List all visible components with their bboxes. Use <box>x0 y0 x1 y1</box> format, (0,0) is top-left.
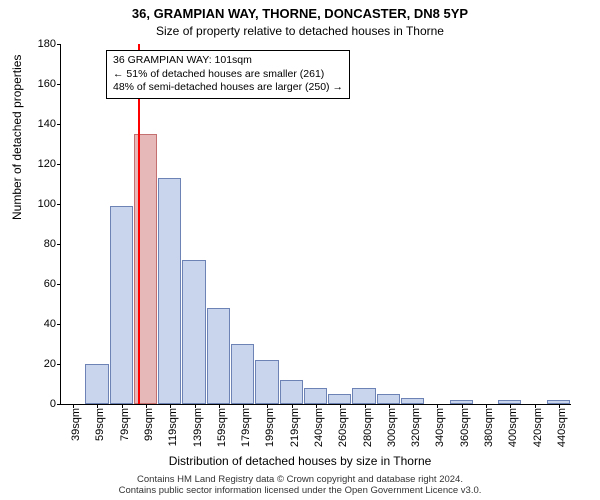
bar <box>352 388 375 404</box>
xtick-label: 99sqm <box>143 408 155 448</box>
xtick-label: 219sqm <box>289 408 301 448</box>
xtick-label: 380sqm <box>483 408 495 448</box>
bar <box>304 388 327 404</box>
xtick-label: 179sqm <box>240 408 252 448</box>
chart-title-main: 36, GRAMPIAN WAY, THORNE, DONCASTER, DN8… <box>0 6 600 21</box>
xtick-label: 240sqm <box>313 408 325 448</box>
ytick-label: 80 <box>44 238 56 250</box>
ytick-mark <box>57 284 61 285</box>
footer-attribution: Contains HM Land Registry data © Crown c… <box>0 474 600 497</box>
ytick-mark <box>57 204 61 205</box>
ytick-mark <box>57 84 61 85</box>
xtick-label: 340sqm <box>434 408 446 448</box>
xtick-label: 139sqm <box>192 408 204 448</box>
footer-line-1: Contains HM Land Registry data © Crown c… <box>0 474 600 485</box>
xtick-label: 440sqm <box>556 408 568 448</box>
annotation-line-3: 48% of semi-detached houses are larger (… <box>113 81 343 95</box>
ytick-label: 60 <box>44 278 56 290</box>
bar <box>207 308 230 404</box>
bar <box>450 400 473 404</box>
ytick-mark <box>57 164 61 165</box>
bar <box>401 398 424 404</box>
xtick-label: 79sqm <box>119 408 131 448</box>
ytick-label: 140 <box>38 118 56 130</box>
bar <box>547 400 570 404</box>
ytick-mark <box>57 324 61 325</box>
bar <box>85 364 108 404</box>
bar <box>498 400 521 404</box>
annotation-line-2: ← 51% of detached houses are smaller (26… <box>113 68 343 82</box>
xtick-label: 260sqm <box>337 408 349 448</box>
ytick-label: 180 <box>38 38 56 50</box>
ytick-mark <box>57 404 61 405</box>
ytick-label: 160 <box>38 78 56 90</box>
ytick-label: 120 <box>38 158 56 170</box>
ytick-mark <box>57 44 61 45</box>
annotation-box: 36 GRAMPIAN WAY: 101sqm ← 51% of detache… <box>106 50 350 99</box>
annotation-line-1: 36 GRAMPIAN WAY: 101sqm <box>113 54 343 68</box>
footer-line-2: Contains public sector information licen… <box>0 485 600 496</box>
xtick-label: 59sqm <box>94 408 106 448</box>
ytick-label: 40 <box>44 318 56 330</box>
ytick-label: 100 <box>38 198 56 210</box>
bar <box>182 260 205 404</box>
ytick-mark <box>57 364 61 365</box>
bar <box>280 380 303 404</box>
xtick-label: 159sqm <box>216 408 228 448</box>
ytick-label: 0 <box>50 398 56 410</box>
xtick-label: 300sqm <box>386 408 398 448</box>
bar <box>110 206 133 404</box>
xtick-label: 280sqm <box>362 408 374 448</box>
bar <box>231 344 254 404</box>
y-axis-label: Number of detached properties <box>10 55 24 220</box>
xtick-label: 320sqm <box>410 408 422 448</box>
xtick-label: 400sqm <box>507 408 519 448</box>
ytick-mark <box>57 124 61 125</box>
chart-title-sub: Size of property relative to detached ho… <box>0 24 600 38</box>
bar <box>255 360 278 404</box>
xtick-label: 39sqm <box>70 408 82 448</box>
ytick-label: 20 <box>44 358 56 370</box>
x-axis-label: Distribution of detached houses by size … <box>0 454 600 468</box>
bar <box>377 394 400 404</box>
bar <box>328 394 351 404</box>
xtick-label: 119sqm <box>167 408 179 448</box>
xtick-label: 420sqm <box>532 408 544 448</box>
xtick-label: 360sqm <box>459 408 471 448</box>
bar <box>158 178 181 404</box>
xtick-label: 199sqm <box>264 408 276 448</box>
ytick-mark <box>57 244 61 245</box>
